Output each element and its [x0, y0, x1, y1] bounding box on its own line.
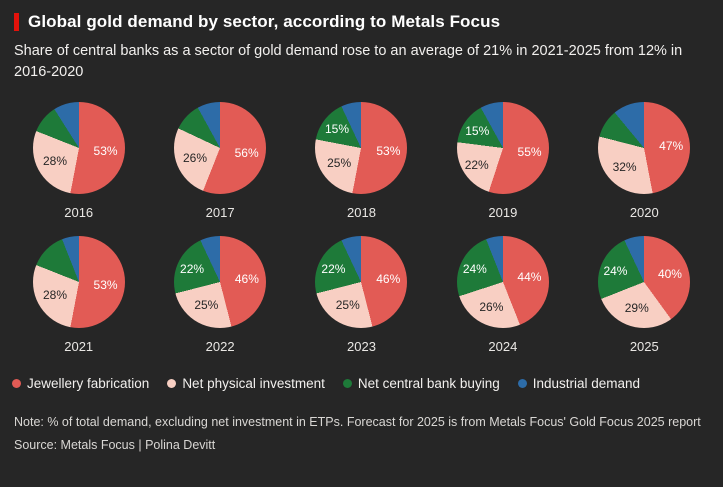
slice-label-2025-2: 24%	[603, 263, 628, 278]
slice-label-2025-0: 40%	[657, 266, 682, 281]
chart-subtitle: Share of central banks as a sector of go…	[14, 43, 683, 80]
legend-item-central-bank: Net central bank buying	[342, 376, 500, 392]
pie-2020: 47% 32%	[598, 102, 691, 195]
year-label-2016: 2016	[64, 205, 94, 221]
pie-2025: 40% 29% 24%	[598, 236, 691, 329]
legend-label-jewellery: Jewellery fabrication	[27, 376, 150, 392]
chart-title: Global gold demand by sector, according …	[28, 12, 501, 31]
slice-label-2024-1: 26%	[479, 299, 504, 314]
slice-label-2020-0: 47%	[659, 138, 684, 153]
slice-label-2016-0: 53%	[93, 143, 118, 158]
slice-label-2019-1: 22%	[464, 157, 489, 172]
slice-label-2016-1: 28%	[43, 154, 68, 169]
legend-label-industrial: Industrial demand	[532, 376, 641, 392]
slice-label-2023-2: 22%	[321, 261, 346, 276]
slice-label-2021-1: 28%	[43, 288, 68, 303]
slice-label-2019-2: 15%	[465, 123, 490, 138]
pie-2017: 56% 26%	[174, 102, 267, 195]
legend-dot-industrial-icon	[517, 379, 527, 389]
legend-dot-physical-investment-icon	[167, 379, 177, 389]
pie-cell-2016: 53% 28% 2016	[8, 86, 149, 220]
slice-label-2023-0: 46%	[376, 271, 401, 286]
year-label-2023: 2023	[347, 339, 376, 355]
pie-cell-2022: 46% 25% 22% 2022	[149, 220, 290, 354]
chart-header: Global gold demand by sector, according …	[0, 0, 723, 82]
pie-grid: 53% 28% 2016 56% 26% 2017 53% 25% 15% 2018 55% 22% 1…	[0, 82, 723, 354]
year-label-2021: 2021	[64, 339, 94, 355]
legend-item-physical-investment: Net physical investment	[167, 376, 325, 391]
slice-label-2024-0: 44%	[517, 270, 542, 285]
slice-label-2023-1: 25%	[335, 298, 360, 313]
pie-2021: 53% 28%	[32, 236, 125, 329]
slice-label-2025-1: 29%	[624, 301, 649, 316]
slice-label-2017-0: 56%	[234, 146, 259, 161]
slice-label-2018-2: 15%	[324, 122, 349, 137]
legend-label-central-bank: Net central bank buying	[357, 376, 500, 392]
year-label-2025: 2025	[629, 339, 659, 355]
year-label-2020: 2020	[629, 205, 659, 221]
year-label-2022: 2022	[205, 339, 235, 355]
pie-2022: 46% 25% 22%	[174, 236, 267, 329]
year-label-2024: 2024	[488, 339, 518, 355]
chart-source: Source: Metals Focus | Polina Devitt	[14, 438, 216, 453]
pie-cell-2017: 56% 26% 2017	[149, 86, 290, 220]
legend-item-industrial: Industrial demand	[517, 376, 641, 392]
title-accent-bar	[14, 13, 19, 31]
chart-note: Note: % of total demand, excluding net i…	[14, 415, 701, 430]
pie-2024: 44% 26% 24%	[456, 236, 549, 329]
pie-2016: 53% 28%	[32, 102, 125, 195]
pie-cell-2021: 53% 28% 2021	[8, 220, 149, 354]
chart-footer: Note: % of total demand, excluding net i…	[0, 415, 723, 452]
slice-label-2018-1: 25%	[327, 156, 352, 171]
legend-label-physical-investment: Net physical investment	[182, 376, 325, 392]
year-label-2019: 2019	[488, 205, 518, 221]
pie-cell-2025: 40% 29% 24% 2025	[574, 220, 715, 354]
pie-cell-2019: 55% 22% 15% 2019	[432, 86, 573, 220]
pie-cell-2020: 47% 32% 2020	[574, 86, 715, 220]
slice-label-2022-2: 22%	[180, 261, 205, 276]
pie-cell-2023: 46% 25% 22% 2023	[291, 220, 432, 354]
slice-label-2021-0: 53%	[93, 277, 118, 292]
pie-2019: 55% 22% 15%	[456, 102, 549, 195]
slice-label-2022-1: 25%	[194, 298, 219, 313]
year-label-2017: 2017	[205, 205, 235, 221]
legend-dot-jewellery-icon	[12, 379, 21, 389]
pie-2023: 46% 25% 22%	[315, 236, 408, 329]
pie-cell-2018: 53% 25% 15% 2018	[291, 86, 432, 220]
title-row: Global gold demand by sector, according …	[14, 12, 709, 32]
pie-cell-2024: 44% 26% 24% 2024	[432, 220, 573, 354]
legend-item-jewellery: Jewellery fabrication	[12, 376, 149, 391]
legend-dot-central-bank-icon	[342, 379, 352, 389]
slice-label-2018-0: 53%	[376, 143, 401, 158]
year-label-2018: 2018	[347, 205, 376, 221]
slice-label-2022-0: 46%	[234, 271, 259, 286]
slice-label-2019-0: 55%	[517, 145, 542, 160]
slice-label-2024-2: 24%	[462, 261, 487, 276]
pie-2018: 53% 25% 15%	[315, 102, 408, 195]
chart-legend: Jewellery fabrication Net physical inves…	[0, 354, 723, 391]
slice-label-2020-1: 32%	[612, 159, 637, 174]
slice-label-2017-1: 26%	[182, 151, 207, 166]
